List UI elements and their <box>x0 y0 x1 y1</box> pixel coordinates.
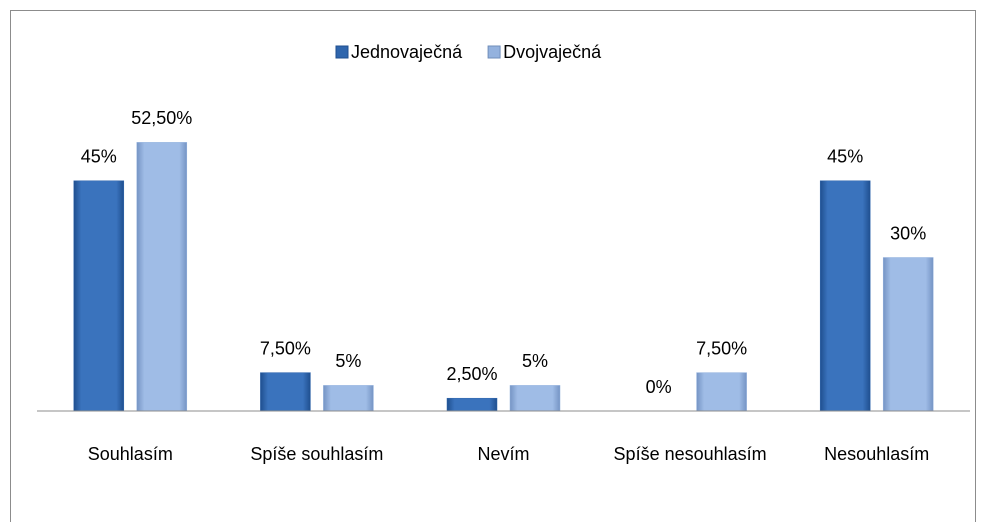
legend-label: Dvojvaječná <box>503 42 602 62</box>
bar <box>696 372 747 412</box>
bar <box>136 142 188 412</box>
x-tick-label: Spíše nesouhlasím <box>614 444 767 464</box>
legend: Jednovaječná Dvojvaječná <box>335 42 602 62</box>
value-label: 0% <box>646 377 672 397</box>
x-tick-label: Souhlasím <box>88 444 173 464</box>
value-label: 45% <box>827 147 863 167</box>
value-label: 5% <box>335 351 361 371</box>
value-label: 52,50% <box>131 108 192 128</box>
bar <box>323 385 374 412</box>
bar <box>882 257 934 412</box>
legend-swatch <box>335 45 349 59</box>
value-label: 45% <box>81 147 117 167</box>
bar <box>819 180 871 412</box>
bar <box>446 397 498 412</box>
value-label: 7,50% <box>696 338 747 358</box>
bar <box>73 180 125 412</box>
value-label: 5% <box>522 351 548 371</box>
x-tick-label: Spíše souhlasím <box>250 444 383 464</box>
x-tick-label: Nevím <box>477 444 529 464</box>
value-label: 2,50% <box>446 364 497 384</box>
value-label: 7,50% <box>260 338 311 358</box>
x-tick-label: Nesouhlasím <box>824 444 929 464</box>
value-label: 30% <box>890 223 926 243</box>
bar <box>509 385 561 412</box>
legend-label: Jednovaječná <box>351 42 463 62</box>
legend-swatch <box>487 45 501 59</box>
bar <box>260 372 311 412</box>
